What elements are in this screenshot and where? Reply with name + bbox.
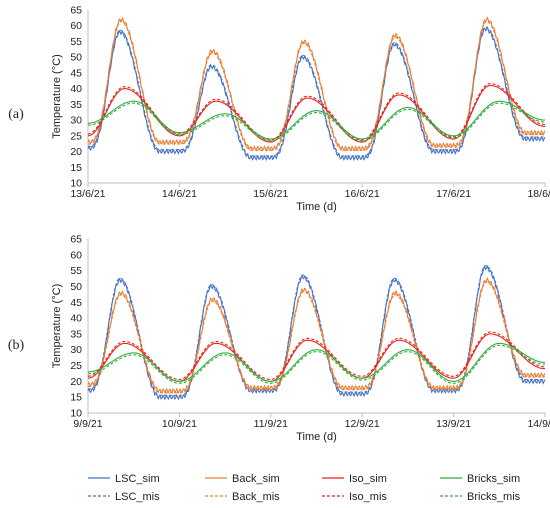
- y-tick-label: 30: [70, 115, 82, 127]
- series-line-iso-mis: [87, 331, 545, 381]
- x-axis-title: Time (d): [296, 201, 337, 213]
- x-tick-label: 14/9/21: [527, 418, 550, 430]
- series-line-lsc-mis: [88, 265, 545, 396]
- y-tick-label: 65: [70, 234, 82, 246]
- y-tick-label: 55: [70, 36, 82, 48]
- x-tick-label: 14/6/21: [162, 188, 197, 200]
- legend-label: Bricks_mis: [467, 491, 521, 503]
- y-tick-label: 20: [70, 376, 82, 388]
- series-line-iso-mis: [88, 83, 545, 141]
- legend-label: LSC_sim: [115, 473, 160, 485]
- x-tick-label: 16/6/21: [345, 188, 380, 200]
- y-tick-label: 15: [70, 162, 82, 174]
- y-tick-label: 60: [70, 249, 82, 261]
- x-tick-label: 10/9/21: [162, 418, 197, 430]
- legend-label: Back_sim: [232, 473, 280, 485]
- legend-label: Back_mis: [232, 491, 280, 503]
- series-line-bricks-mis: [88, 344, 545, 384]
- y-tick-label: 45: [70, 297, 82, 309]
- x-tick-label: 9/9/21: [73, 418, 102, 430]
- series-line-back-mis: [88, 20, 545, 151]
- chart-panel-b: 10 15 20 25 30 35 40 45 50 55 60 65 9/9/21 10/9/21 11/…: [8, 234, 550, 444]
- legend-label: Iso_sim: [349, 473, 387, 485]
- y-tick-label: 50: [70, 52, 82, 64]
- y-tick-label: 10: [70, 408, 82, 420]
- x-tick-label: 11/9/21: [254, 418, 288, 430]
- x-tick-label: 15/6/21: [253, 188, 288, 200]
- panel-label: (a): [8, 107, 24, 122]
- series-line-bricks-sim: [88, 100, 545, 140]
- legend-label: Bricks_sim: [467, 473, 520, 485]
- legend-label: LSC_mis: [115, 491, 160, 503]
- x-tick-label: 17/6/21: [436, 188, 471, 200]
- x-tick-label: 13/9/21: [436, 418, 471, 430]
- legend: LSC_sim Back_sim Iso_sim Bricks_sim LSC_mis B…: [88, 473, 521, 503]
- chart-panel-a: 10 15 20 25 30 35 40 45 50 55 60 65 13/6/21 14/6/21 15…: [8, 5, 550, 214]
- y-axis-title: Temperature (°C): [51, 284, 63, 368]
- series-line-back-sim: [87, 276, 546, 395]
- series-line-bricks-sim: [88, 342, 545, 382]
- x-axis-title: Time (d): [296, 431, 337, 443]
- y-tick-label: 25: [70, 360, 82, 372]
- y-tick-label: 15: [70, 392, 82, 404]
- y-tick-label: 35: [70, 328, 82, 340]
- series-line-lsc-mis: [88, 26, 545, 157]
- y-tick-label: 30: [70, 344, 82, 356]
- y-tick-label: 55: [70, 265, 82, 277]
- y-tick-label: 50: [70, 281, 82, 293]
- x-tick-label: 12/9/21: [345, 418, 380, 430]
- series-line-iso-sim: [87, 84, 545, 143]
- series-line-bricks-mis: [88, 102, 545, 142]
- y-tick-label: 40: [70, 313, 82, 325]
- x-tick-label: 13/6/21: [70, 188, 105, 200]
- y-tick-label: 65: [70, 5, 82, 17]
- y-tick-label: 35: [70, 99, 82, 111]
- y-tick-label: 40: [70, 83, 82, 95]
- y-tick-label: 20: [70, 146, 82, 158]
- y-tick-label: 10: [70, 178, 82, 190]
- y-tick-label: 45: [70, 67, 82, 79]
- y-tick-label: 60: [70, 20, 82, 32]
- x-tick-label: 18/6/21: [527, 188, 550, 200]
- series-line-lsc-sim: [87, 264, 546, 401]
- y-tick-label: 25: [70, 130, 82, 142]
- legend-label: Iso_mis: [349, 491, 387, 503]
- panel-label: (b): [8, 338, 25, 353]
- y-axis-title: Temperature (°C): [51, 54, 63, 138]
